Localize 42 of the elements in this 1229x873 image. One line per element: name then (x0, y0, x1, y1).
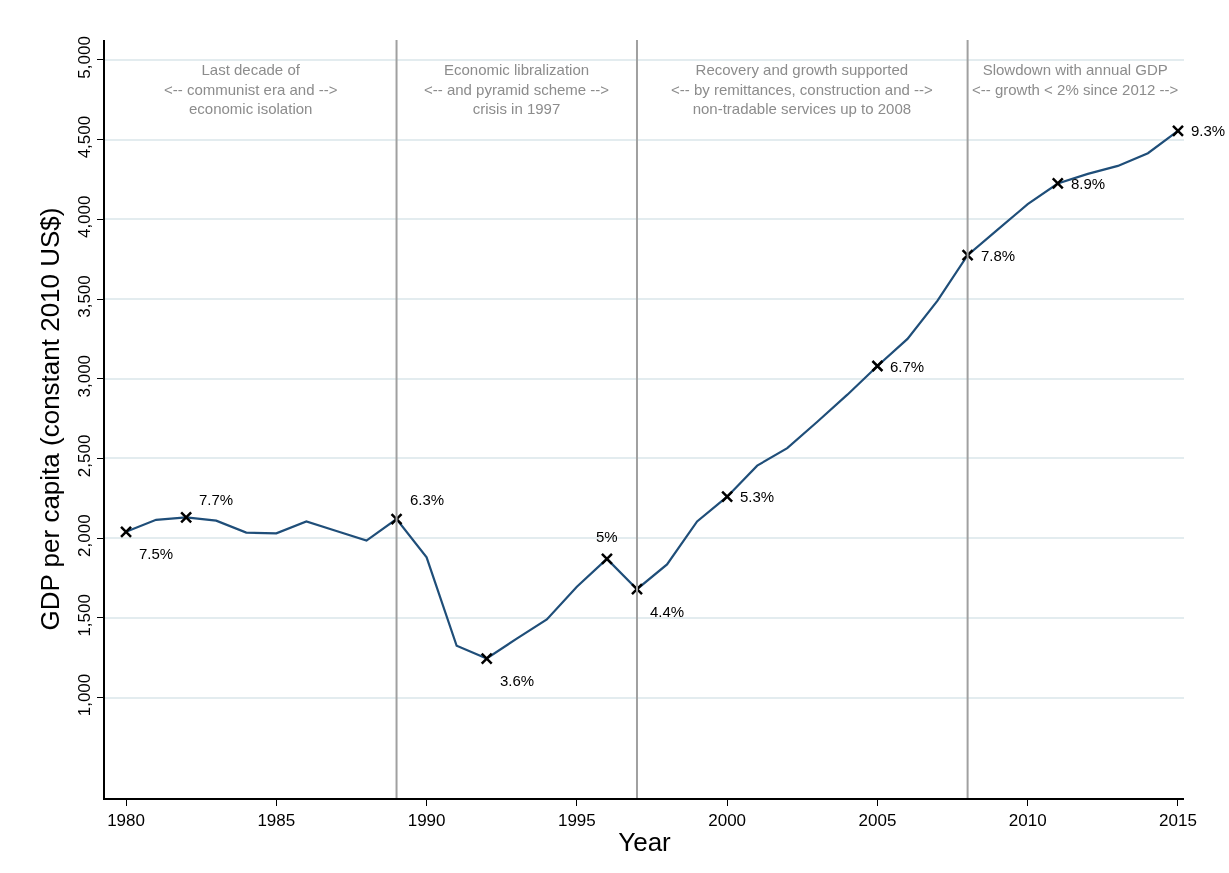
annotation: 6.3% (410, 491, 445, 508)
annotation: Recovery and growth supported <-- by remittances, construction and --> non-tradable services up to 2008 (671, 61, 934, 117)
x-tick-label: 1990 (407, 811, 446, 831)
annotation: 8.9% (1071, 175, 1106, 192)
annotation: 7.5% (139, 545, 174, 562)
point (179, 511, 193, 524)
y-tick-label: 3,500 (75, 275, 95, 318)
point (720, 490, 734, 503)
y-axis-title: GDP per capita (constant 2010 US$) (35, 207, 66, 631)
x-tick-label: 2010 (1008, 811, 1047, 831)
y-tick-label: 2,000 (75, 514, 95, 557)
y-tick-label: 3,000 (75, 354, 95, 398)
point (871, 359, 884, 373)
y-tick-label: 5,000 (75, 36, 95, 79)
x-tick-label: 1980 (107, 811, 145, 831)
x-tick-label: 1995 (557, 811, 596, 831)
x-tick-label: 1985 (257, 811, 296, 831)
annotation: 3.6% (500, 672, 535, 689)
y-tick-label: 4,500 (75, 115, 95, 159)
annotation: Last decade of <-- communist era and --> economic isolation (164, 61, 338, 117)
annotation: 5% (596, 528, 618, 545)
annotation: 5.3% (740, 488, 775, 505)
point (119, 525, 133, 539)
y-tick-label: 1,000 (75, 673, 95, 717)
annotation: 6.7% (890, 358, 925, 375)
annotation: 7.8% (981, 247, 1016, 264)
point (1051, 177, 1065, 190)
y-tick-label: 1,500 (75, 594, 95, 637)
annotation: 4.4% (650, 603, 685, 620)
annotation: Economic libralization <-- and pyramid scheme --> crisis in 1997 (424, 61, 610, 117)
point (1171, 124, 1185, 138)
point (600, 552, 614, 566)
x-tick-label: 2000 (708, 811, 747, 831)
x-tick-label: 2005 (858, 811, 897, 831)
y-tick-label: 2,500 (75, 434, 95, 478)
annotation: 7.7% (199, 491, 234, 508)
y-tick-label: 4,000 (75, 195, 95, 239)
x-axis-title: Year (618, 827, 672, 858)
x-tick-label: 2015 (1159, 811, 1197, 831)
annotation: Slowdown with annual GDP <-- growth < 2% since 2012 --> (972, 61, 1179, 98)
point (480, 652, 493, 665)
annotation: 9.3% (1191, 122, 1226, 139)
